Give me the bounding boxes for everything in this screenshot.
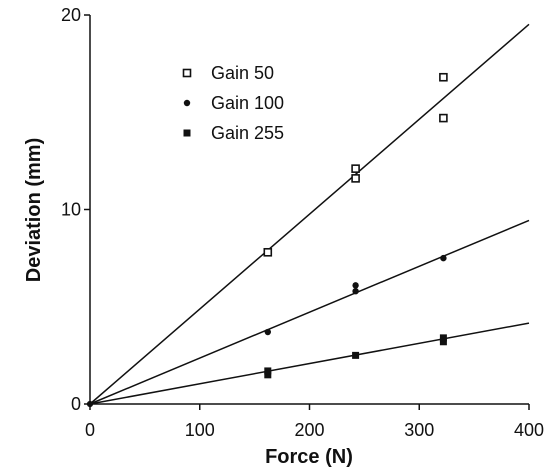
data-point — [439, 334, 447, 342]
data-point — [439, 113, 448, 123]
x-axis-title: Force (N) — [265, 446, 353, 468]
data-point — [440, 254, 447, 262]
x-tick-label: 0 — [85, 420, 95, 440]
data-point — [264, 367, 272, 375]
data-point — [352, 287, 359, 295]
data-point — [352, 351, 360, 359]
data-point — [351, 174, 360, 183]
y-tick-label: 20 — [61, 5, 81, 25]
y-axis-title: Deviation (mm) — [23, 138, 45, 282]
fit-line — [89, 23, 530, 405]
legend-label: Gain 50 — [211, 63, 274, 83]
legend-marker — [183, 129, 191, 137]
data-point — [439, 338, 447, 346]
fit-line — [89, 322, 530, 405]
data-point — [263, 247, 273, 257]
data-point — [351, 164, 360, 173]
data-point — [439, 72, 448, 82]
fit-lines — [89, 23, 530, 405]
x-tick-label: 400 — [514, 420, 544, 440]
data-point — [87, 401, 93, 407]
data-point — [352, 282, 359, 289]
legend-marker — [183, 99, 191, 107]
data-points — [87, 72, 448, 407]
axes: 0 100 200 300 400 0 10 20 — [61, 5, 544, 440]
x-tick-label: 300 — [404, 420, 434, 440]
legend-label: Gain 255 — [211, 123, 284, 143]
fit-line — [89, 219, 530, 405]
data-point — [264, 371, 272, 379]
y-tick-label: 10 — [61, 200, 81, 220]
x-tick-label: 100 — [185, 420, 215, 440]
y-tick-label: 0 — [71, 394, 81, 414]
legend-label: Gain 100 — [211, 93, 284, 113]
legend-marker — [182, 68, 192, 78]
data-point — [264, 328, 271, 336]
x-tick-label: 200 — [294, 420, 324, 440]
legend: Gain 50 Gain 100 Gain 255 — [182, 63, 284, 143]
